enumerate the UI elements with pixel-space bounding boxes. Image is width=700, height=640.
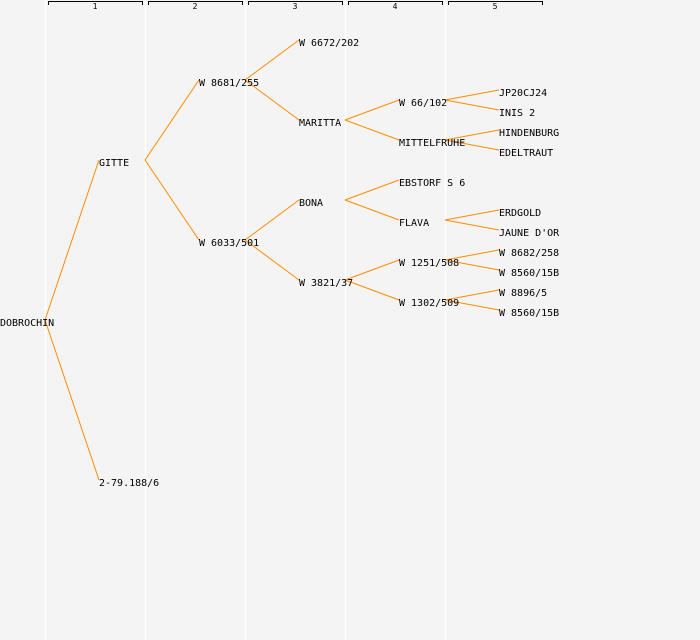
pedigree-node[interactable]: INIS 2 xyxy=(499,108,535,119)
pedigree-edge xyxy=(144,79,200,161)
pedigree-node[interactable]: W 8896/5 xyxy=(499,288,547,299)
pedigree-node[interactable]: W 6033/501 xyxy=(199,238,259,249)
pedigree-node[interactable]: BONA xyxy=(299,198,323,209)
pedigree-node[interactable]: DOBROCHIN xyxy=(0,318,54,329)
pedigree-node[interactable]: MARITTA xyxy=(299,118,341,129)
column-separators xyxy=(44,0,447,640)
edges xyxy=(44,39,500,481)
column-header: 5 xyxy=(493,2,498,11)
pedigree-node[interactable]: W 1251/508 xyxy=(399,258,459,269)
pedigree-edge xyxy=(344,199,400,221)
pedigree-node[interactable]: W 8681/255 xyxy=(199,78,259,89)
column-bracket xyxy=(248,1,343,5)
pedigree-node[interactable]: W 6672/202 xyxy=(299,38,359,49)
pedigree-edge xyxy=(444,139,500,151)
column-header: 3 xyxy=(293,2,298,11)
column-bracket xyxy=(348,1,443,5)
pedigree-edge xyxy=(44,319,100,481)
pedigree-node[interactable]: MITTELFRUHE xyxy=(399,138,465,149)
pedigree-edge xyxy=(344,259,400,281)
column-bracket xyxy=(448,1,543,5)
pedigree-edge xyxy=(344,279,400,301)
pedigree-node[interactable]: W 8560/15B xyxy=(499,268,559,279)
column-bracket xyxy=(148,1,243,5)
pedigree-edge xyxy=(244,199,300,241)
pedigree-node[interactable]: JAUNE D'OR xyxy=(499,228,560,239)
pedigree-edge xyxy=(444,89,500,101)
pedigree-edge xyxy=(344,179,400,201)
pedigree-node[interactable]: FLAVA xyxy=(399,218,429,229)
pedigree-edge xyxy=(244,79,300,121)
pedigree-edge xyxy=(44,159,100,321)
pedigree-node[interactable]: GITTE xyxy=(99,158,129,169)
pedigree-edge xyxy=(444,219,500,231)
pedigree-node[interactable]: 2-79.188/6 xyxy=(99,478,159,489)
pedigree-edge xyxy=(344,99,400,121)
pedigree-edge xyxy=(444,259,500,271)
pedigree-edge xyxy=(444,209,500,221)
column-bracket xyxy=(48,1,143,5)
pedigree-node[interactable]: HINDENBURG xyxy=(499,128,559,139)
pedigree-node[interactable]: EDELTRAUT xyxy=(499,148,553,159)
generation-headers: 1 2 3 4 5 xyxy=(48,1,543,11)
pedigree-edge xyxy=(144,159,200,241)
pedigree-edge xyxy=(444,299,500,311)
pedigree-edge xyxy=(344,119,400,141)
pedigree-edge xyxy=(244,239,300,281)
pedigree-node[interactable]: ERDGOLD xyxy=(499,208,541,219)
pedigree-edge xyxy=(444,289,500,301)
pedigree-edge xyxy=(244,39,300,81)
pedigree-node[interactable]: W 3821/37 xyxy=(299,278,353,289)
pedigree-node[interactable]: EBSTORF S 6 xyxy=(399,178,465,189)
pedigree-node[interactable]: W 1302/509 xyxy=(399,298,459,309)
pedigree-node[interactable]: W 66/102 xyxy=(399,98,447,109)
pedigree-node[interactable]: W 8560/15B xyxy=(499,308,559,319)
pedigree-node[interactable]: JP20CJ24 xyxy=(499,88,547,99)
column-header: 2 xyxy=(193,2,198,11)
pedigree-edge xyxy=(444,99,500,111)
node-labels: DOBROCHIN GITTE 2-79.188/6 W 8681/255 W 6033… xyxy=(0,38,560,489)
column-header: 1 xyxy=(93,2,98,11)
pedigree-edge xyxy=(444,129,500,141)
column-header: 4 xyxy=(393,2,398,11)
pedigree-edge xyxy=(444,249,500,261)
pedigree-node[interactable]: W 8682/258 xyxy=(499,248,559,259)
